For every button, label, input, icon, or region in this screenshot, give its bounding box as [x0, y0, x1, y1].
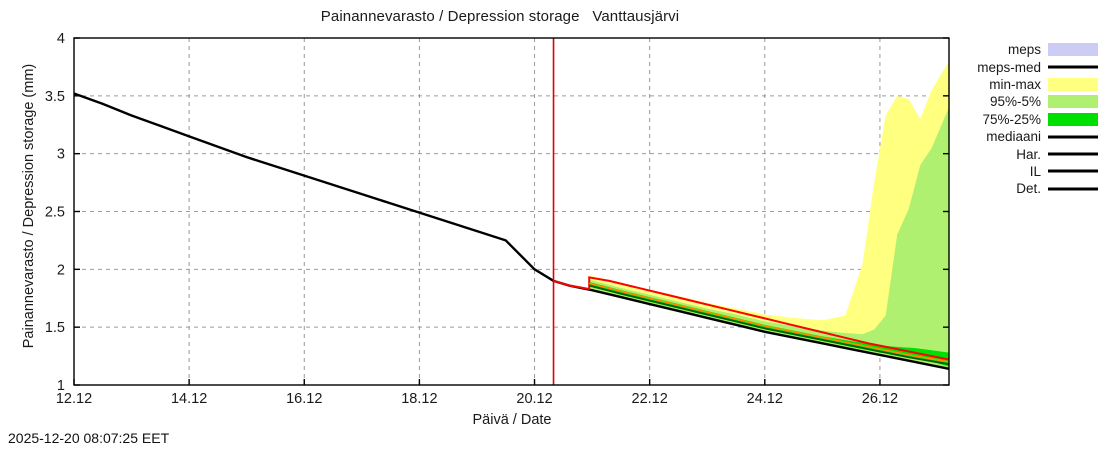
- legend-label: 75%-25%: [982, 111, 1041, 127]
- legend-swatch-95-5--icon: [1048, 95, 1098, 109]
- band-95-5-: [589, 107, 949, 369]
- legend-item: 75%-25%: [962, 111, 1098, 128]
- legend-item: meps: [962, 41, 1098, 58]
- series-line-har-: [589, 282, 949, 363]
- legend-swatch-il-icon: [1048, 165, 1098, 178]
- legend-item: Det.: [962, 180, 1098, 197]
- x-tick-label: 12.12: [56, 391, 92, 407]
- y-tick-label: 2: [57, 262, 65, 278]
- band-min-max: [589, 61, 949, 370]
- y-tick-label: 1: [57, 378, 65, 394]
- legend-swatch-meps-med-icon: [1048, 61, 1098, 74]
- y-tick-label: 2.5: [45, 205, 65, 221]
- chart-title: Painannevarasto / Depression storage Van…: [320, 8, 680, 25]
- legend: meps meps-med min-max 95%-5% 75%-25% mediaani…: [962, 41, 1098, 198]
- y-tick-label: 4: [57, 31, 65, 47]
- legend-swatch-75-25--icon: [1048, 112, 1098, 126]
- legend-label: min-max: [989, 76, 1041, 92]
- y-tick-label: 1.5: [45, 320, 65, 336]
- legend-label: mediaani: [986, 129, 1041, 145]
- legend-item: IL: [962, 163, 1098, 180]
- x-tick-label: 22.12: [632, 391, 668, 407]
- legend-item: Har.: [962, 145, 1098, 162]
- legend-label: IL: [1029, 163, 1041, 179]
- legend-line: [1048, 135, 1098, 138]
- legend-label: Har.: [1016, 146, 1041, 162]
- y-tick-label: 3.5: [45, 89, 65, 105]
- timestamp-label: 2025-12-20 08:07:25 EET: [8, 430, 170, 446]
- x-axis-label: Päivä / Date: [472, 412, 552, 428]
- legend-label: meps: [1007, 42, 1041, 58]
- x-tick-label: 20.12: [516, 391, 552, 407]
- x-tick-label: 26.12: [862, 391, 898, 407]
- legend-swatch-meps-icon: [1048, 43, 1098, 57]
- legend-swatch-min-max-icon: [1048, 77, 1098, 91]
- legend-item: mediaani: [962, 128, 1098, 145]
- x-tick-label: 24.12: [747, 391, 783, 407]
- series-line-mediaani: [588, 284, 949, 366]
- legend-item: min-max: [962, 76, 1098, 93]
- legend-label: meps-med: [977, 59, 1041, 75]
- legend-line: [1048, 66, 1098, 69]
- series-line-il: [553, 276, 949, 361]
- legend-label: 95%-5%: [989, 94, 1041, 110]
- legend-label: Det.: [1016, 181, 1041, 197]
- legend-item: 95%-5%: [962, 93, 1098, 110]
- legend-line: [1048, 187, 1098, 190]
- legend-line: [1048, 153, 1098, 156]
- legend-swatch-har--icon: [1048, 148, 1098, 161]
- legend-swatch-mediaani-icon: [1048, 130, 1098, 143]
- x-tick-label: 14.12: [171, 391, 207, 407]
- series-line-det-: [74, 92, 949, 370]
- y-tick-label: 3: [57, 147, 65, 163]
- legend-line: [1048, 170, 1098, 173]
- legend-swatch-det--icon: [1048, 182, 1098, 195]
- x-tick-label: 16.12: [286, 391, 322, 407]
- x-tick-label: 18.12: [401, 391, 437, 407]
- legend-item: meps-med: [962, 58, 1098, 75]
